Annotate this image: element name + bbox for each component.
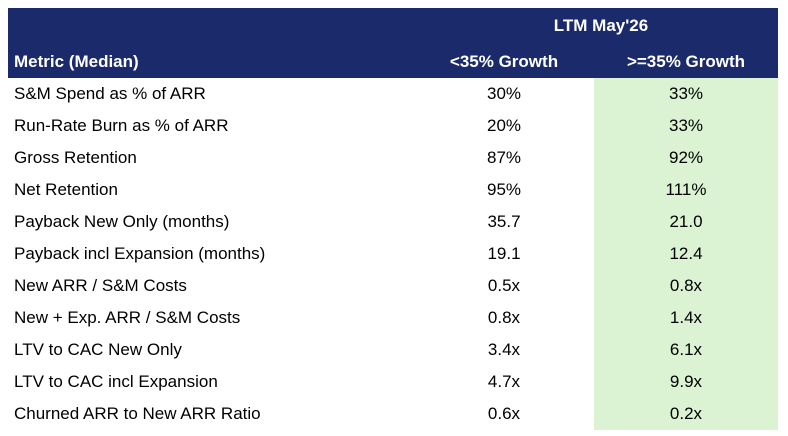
value-cell: 0.8x bbox=[594, 270, 778, 302]
value-cell: 4.7x bbox=[487, 372, 521, 391]
table-row: New ARR / S&M Costs 0.5x 0.8x bbox=[8, 270, 778, 302]
table-row: Run-Rate Burn as % of ARR 20% 33% bbox=[8, 110, 778, 142]
table-row: LTV to CAC New Only 3.4x 6.1x bbox=[8, 334, 778, 366]
value-cell: 12.4 bbox=[594, 238, 778, 270]
table-row: Gross Retention 87% 92% bbox=[8, 142, 778, 174]
value-cell: 3.4x bbox=[487, 340, 521, 359]
metric-cell: LTV to CAC New Only bbox=[14, 340, 182, 359]
value-cell: 30% bbox=[486, 84, 522, 103]
value-cell: 35.7 bbox=[487, 212, 521, 231]
metric-cell: Gross Retention bbox=[14, 148, 137, 167]
value-cell: 0.6x bbox=[487, 404, 521, 423]
metric-cell: Net Retention bbox=[14, 180, 118, 199]
group-header: LTM May'26 bbox=[553, 16, 649, 35]
metric-cell: New ARR / S&M Costs bbox=[14, 276, 187, 295]
value-cell: 21.0 bbox=[594, 206, 778, 238]
table-row: Churned ARR to New ARR Ratio 0.6x 0.2x bbox=[8, 398, 778, 430]
value-cell: 33% bbox=[594, 110, 778, 142]
metric-cell: New + Exp. ARR / S&M Costs bbox=[14, 308, 241, 327]
value-cell: 19.1 bbox=[487, 244, 521, 263]
value-cell: 1.4x bbox=[594, 302, 778, 334]
table-row: LTV to CAC incl Expansion 4.7x 9.9x bbox=[8, 366, 778, 398]
value-cell: 0.8x bbox=[487, 308, 521, 327]
metric-cell: Churned ARR to New ARR Ratio bbox=[14, 404, 261, 423]
value-cell: 33% bbox=[594, 78, 778, 110]
metric-cell: Payback incl Expansion (months) bbox=[14, 244, 266, 263]
value-cell: 111% bbox=[594, 174, 778, 206]
metric-cell: LTV to CAC incl Expansion bbox=[14, 372, 218, 391]
table-row: S&M Spend as % of ARR 30% 33% bbox=[8, 78, 778, 110]
table-row: Payback New Only (months) 35.7 21.0 bbox=[8, 206, 778, 238]
column-header: Metric (Median) bbox=[14, 52, 139, 71]
metric-cell: S&M Spend as % of ARR bbox=[14, 84, 206, 103]
metric-cell: Payback New Only (months) bbox=[14, 212, 230, 231]
value-cell: 87% bbox=[486, 148, 522, 167]
table-row: New + Exp. ARR / S&M Costs 0.8x 1.4x bbox=[8, 302, 778, 334]
table-header: LTM May'26 Metric (Median) <35% Growth >… bbox=[8, 8, 778, 78]
value-cell: 92% bbox=[594, 142, 778, 174]
table-row: Net Retention 95% 111% bbox=[8, 174, 778, 206]
value-cell: 0.2x bbox=[594, 398, 778, 430]
value-cell: 0.5x bbox=[487, 276, 521, 295]
value-cell: 20% bbox=[486, 116, 522, 135]
column-header: <35% Growth bbox=[449, 52, 559, 71]
table: LTM May'26 Metric (Median) <35% Growth >… bbox=[8, 8, 778, 430]
value-cell: 9.9x bbox=[594, 366, 778, 398]
value-cell: 95% bbox=[486, 180, 522, 199]
table-body: S&M Spend as % of ARR 30% 33% Run-Rate Burn… bbox=[8, 78, 778, 430]
table-row: Payback incl Expansion (months) 19.1 12.4 bbox=[8, 238, 778, 270]
column-header: >=35% Growth bbox=[626, 52, 746, 71]
value-cell: 6.1x bbox=[594, 334, 778, 366]
metric-cell: Run-Rate Burn as % of ARR bbox=[14, 116, 229, 135]
